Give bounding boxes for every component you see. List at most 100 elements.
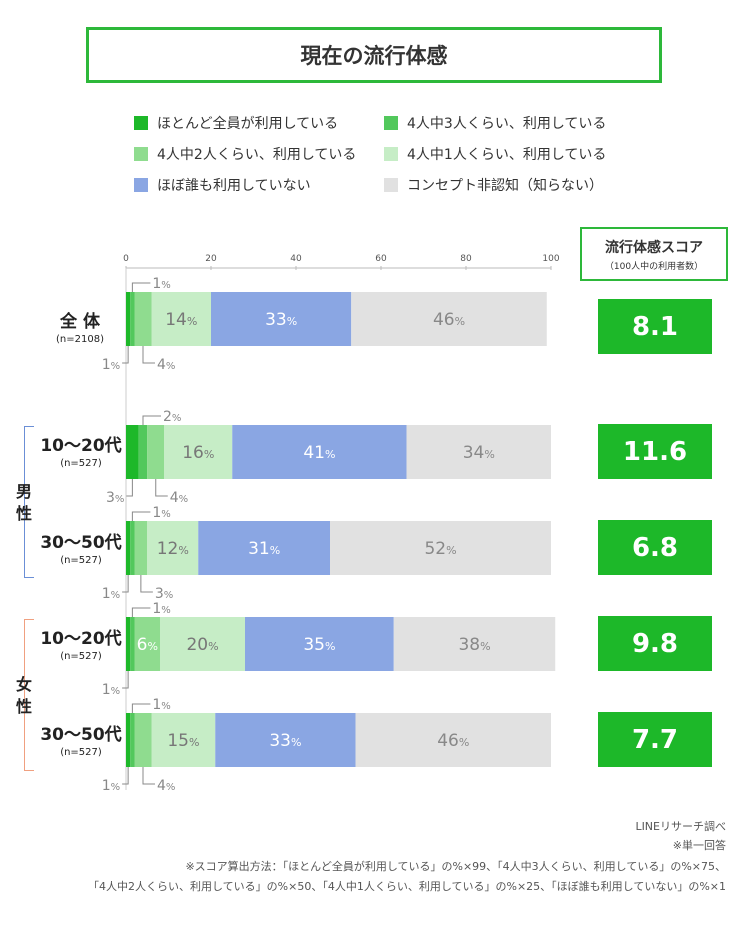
row-label: 30〜50代 (n=527) [36, 528, 126, 566]
data-label: 14% [165, 310, 197, 330]
score-value: 7.7 [598, 712, 712, 767]
bar-segment [126, 292, 131, 346]
callout-line [142, 767, 155, 785]
bar-segment [126, 521, 131, 575]
callout-label: 1% [152, 697, 170, 713]
callout-line [142, 346, 155, 364]
data-label: 46% [437, 731, 469, 751]
row-label-main: 30〜50代 [40, 725, 122, 745]
callout-line [131, 282, 151, 292]
row-label: 10〜20代 (n=527) [36, 431, 126, 469]
bar-segment [211, 292, 352, 346]
row-label: 10〜20代 (n=527) [36, 624, 126, 662]
row-label-sample: (n=527) [60, 747, 102, 758]
callout-label: 4% [170, 490, 188, 506]
bar-segment [351, 292, 547, 346]
legend-label: ほぼ誰も利用していない [157, 178, 311, 194]
axis-tick-label: 60 [375, 254, 387, 264]
group-label-male: 男性 [15, 482, 32, 523]
bar-segment [160, 617, 245, 671]
data-label: 52% [424, 539, 456, 559]
bar-segment [126, 617, 131, 671]
row-label-main: 全 体 [60, 312, 100, 332]
bar-segment [355, 713, 551, 767]
bar-segment [126, 425, 139, 479]
row-label-sample: (n=2108) [56, 334, 104, 345]
axis-tick-label: 0 [123, 254, 129, 264]
score-header: 流行体感スコア （100人中の利用者数） [580, 227, 728, 281]
callout-label: 4% [157, 357, 175, 373]
legend-item: ほぼ誰も利用していない [134, 175, 311, 195]
callout-line [122, 767, 129, 785]
bar-segment [330, 521, 551, 575]
bar-segment [138, 425, 148, 479]
callout-line [140, 575, 153, 593]
legend-label: コンセプト非認知（知らない） [407, 178, 603, 194]
callout-label: 1% [152, 601, 170, 617]
score-value: 9.8 [598, 616, 712, 671]
bar-segment [406, 425, 551, 479]
legend-label: 4人中2人くらい、利用している [157, 147, 357, 163]
bar-segment [215, 713, 356, 767]
group-bracket-female [24, 619, 34, 771]
axis-tick-label: 100 [542, 254, 560, 264]
legend-item: ほとんど全員が利用している [134, 113, 338, 133]
callout-line [122, 671, 129, 689]
row-label: 全 体 (n=2108) [40, 307, 120, 345]
data-label: 41% [303, 443, 335, 463]
row-label-sample: (n=527) [60, 651, 102, 662]
legend-swatch [384, 116, 398, 130]
callout-label: 1% [152, 276, 170, 292]
bar-segment [164, 425, 233, 479]
legend-swatch [384, 147, 398, 161]
score-value: 6.8 [598, 520, 712, 575]
callout-line [131, 607, 151, 617]
score-value: 11.6 [598, 424, 712, 479]
data-label: 15% [167, 731, 199, 751]
data-label: 35% [303, 635, 335, 655]
callout-line [122, 346, 129, 364]
data-label: 38% [458, 635, 490, 655]
data-label: 6% [137, 635, 158, 655]
bar-segment [130, 521, 135, 575]
bar-segment [134, 292, 152, 346]
group-bracket-male [24, 426, 34, 578]
bar-segment [130, 713, 135, 767]
data-label: 16% [182, 443, 214, 463]
row-label-main: 30〜50代 [40, 533, 122, 553]
chart-title: 現在の流行体感 [86, 27, 662, 83]
footnote-method-2: 「4人中2人くらい、利用している」の%×50、「4人中1人くらい、利用している」… [88, 880, 726, 893]
legend-label: 4人中1人くらい、利用している [407, 147, 607, 163]
bar-segment [134, 713, 152, 767]
callout-line [131, 511, 151, 521]
legend-swatch [384, 178, 398, 192]
legend-label: 4人中3人くらい、利用している [407, 116, 607, 132]
score-header-subtitle: （100人中の利用者数） [604, 262, 704, 272]
legend-item: 4人中1人くらい、利用している [384, 144, 606, 164]
bar-segment [245, 617, 394, 671]
bar-segment [151, 713, 216, 767]
bar-segment [232, 425, 407, 479]
group-label-female: 女性 [15, 675, 32, 716]
bar-segment [198, 521, 330, 575]
footnote-method-1: ※スコア算出方法：「ほとんど全員が利用している」の%×99、「4人中3人くらい、… [185, 860, 726, 873]
bar-segment [130, 617, 135, 671]
legend-item: 4人中3人くらい、利用している [384, 113, 606, 133]
row-label-main: 10〜20代 [40, 436, 122, 456]
bar-segment [147, 521, 199, 575]
callout-line [155, 479, 168, 497]
callout-label: 3% [155, 586, 173, 602]
callout-label: 1% [102, 586, 120, 602]
data-label: 33% [269, 731, 301, 751]
legend-swatch [134, 147, 148, 161]
row-label-main: 10〜20代 [40, 629, 122, 649]
callout-line [142, 415, 161, 425]
bar-segment [393, 617, 556, 671]
row-label-sample: (n=527) [60, 555, 102, 566]
callout-label: 4% [157, 778, 175, 794]
data-label: 31% [248, 539, 280, 559]
axis-tick-label: 40 [290, 254, 302, 264]
bar-segment [151, 292, 211, 346]
callout-label: 2% [163, 409, 181, 425]
data-label: 46% [433, 310, 465, 330]
